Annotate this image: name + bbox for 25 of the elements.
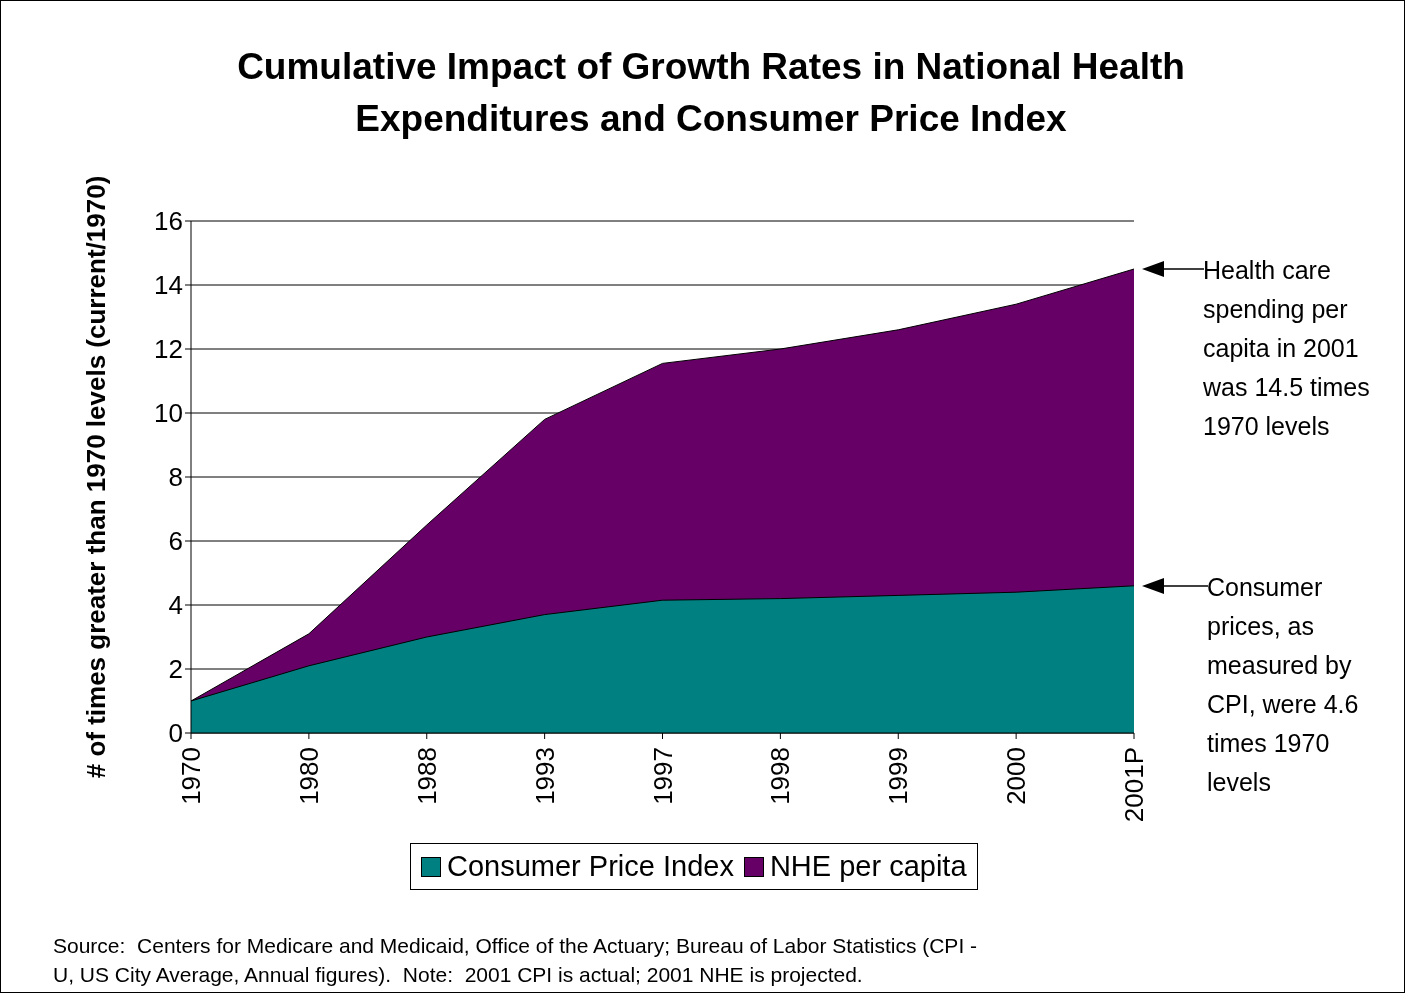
y-tick-label: 4: [168, 590, 183, 621]
y-axis-title: # of times greater than 1970 levels (current/1970): [81, 175, 111, 779]
x-tick-label: 1980: [293, 747, 324, 805]
x-tick-label: 2000: [1001, 747, 1032, 805]
y-tick-label: 16: [154, 206, 183, 237]
x-tick-label: 1988: [411, 747, 442, 805]
y-tick-label: 10: [154, 398, 183, 429]
annotation: Health care spending per capita in 2001 was 14.5 times 1970 levels: [1203, 255, 1371, 442]
y-tick-label: 12: [154, 334, 183, 365]
legend-label: NHE per capita: [768, 850, 967, 883]
x-tick-label: 2001P: [1119, 747, 1149, 823]
y-tick-label: 6: [168, 526, 183, 557]
annotation: Consumer prices, as measured by CPI, were 4.6 times 1970 levels: [1207, 571, 1360, 798]
y-tick-label: 2: [168, 654, 183, 685]
chart-title: Cumulative Impact of Growth Rates in National Health Expenditures and Consumer Price Index: [236, 45, 1186, 141]
y-tick-label: 8: [168, 462, 183, 493]
y-tick-label: 0: [168, 718, 183, 749]
x-tick-label: 1999: [883, 747, 914, 805]
x-tick-label: 1970: [176, 747, 206, 805]
x-tick-label: 1993: [529, 747, 560, 805]
x-tick-label: 1998: [765, 747, 796, 805]
x-tick-label: 1997: [647, 747, 678, 805]
source-note: Source: Centers for Medicare and Medicaid, Office of the Actuary; Bureau of Labor Statistics (CPI - U, US City Average, Annual figures). Note: 2001 CPI is actual; 2001 NHE is projected.: [53, 933, 979, 988]
y-tick-label: 14: [154, 270, 183, 301]
legend-label: Consumer Price Index: [446, 850, 734, 883]
